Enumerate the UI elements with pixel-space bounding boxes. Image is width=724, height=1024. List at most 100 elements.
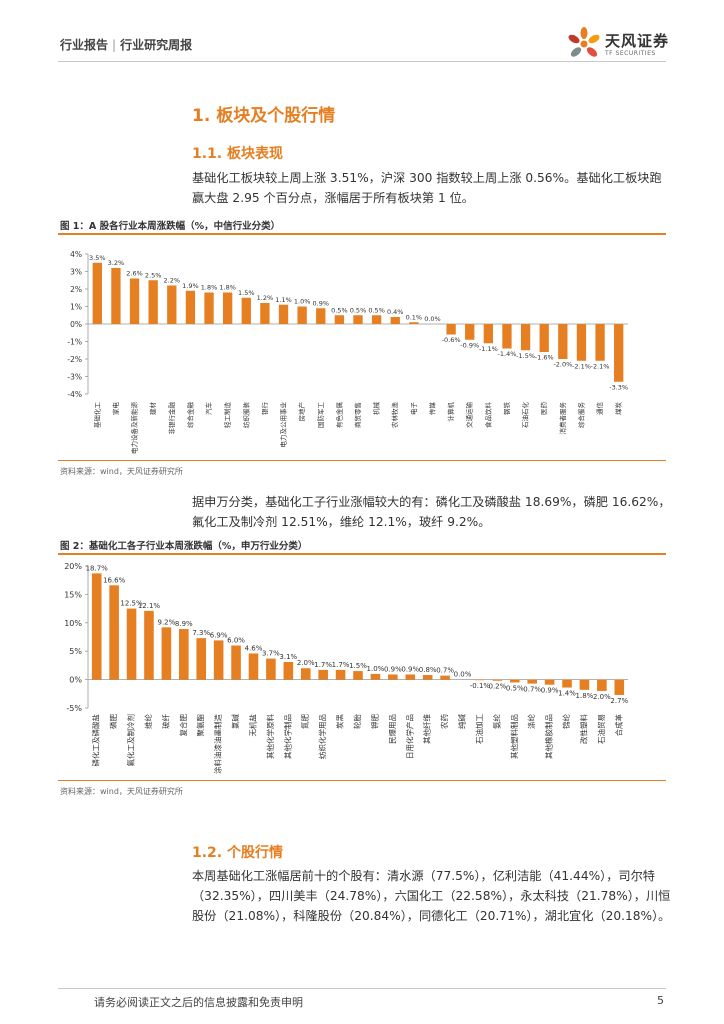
category-label: 有色金属 [334,402,343,428]
bar [223,292,233,324]
bar [278,304,289,324]
data-label: 2.6% [126,270,143,278]
figure1-title: 图 1：A 股各行业本周涨跌幅（%，中信行业分类） [60,221,281,232]
bar [405,674,416,680]
data-label: 1.1% [275,296,292,304]
bar [409,322,419,324]
category-label: 机械 [372,402,381,416]
data-label: 1.5% [349,662,367,670]
header-report-subtype: 行业研究周报 [120,38,193,52]
figure1-chart: 4% 3% 2% 1% 0% -1% -2% -3% -4% 3.5% 基础化工 3.2% 家电 2.6%… [67,250,628,455]
y-tick-label: 1% [70,303,82,312]
data-label: -2.1% [591,362,610,370]
bar [465,324,475,340]
category-label: 石油加工 [474,714,484,744]
figure2-chart: 20% 15% 10% 5% 0% -5% 18.7% 磷化工及磷酸盐 16.6% 磷肥 12.5%… [64,562,628,774]
data-label: 2.0% [593,693,611,701]
data-label: 1.5% [238,289,255,297]
category-label: 涤纶 [526,714,536,729]
category-label: 综合服务 [576,402,585,429]
bar [492,679,503,681]
bar [148,280,158,324]
category-label: 电力设备及新能源 [130,402,139,455]
category-label: 医药 [539,402,548,416]
bar [318,669,328,680]
category-label: 其他化学制品 [282,714,292,759]
data-label: -1.5% [516,352,535,360]
data-label: -0.6% [442,336,461,344]
category-label: 建材 [148,402,157,416]
header-separator: | [112,38,117,52]
y-tick-label: -3% [67,373,82,382]
subsection-title-stocks: 1.2. 个股行情 [192,845,283,861]
data-label: -2.0% [553,361,572,369]
category-label: 房地产 [297,402,306,422]
category-label: 钢铁 [502,402,511,416]
category-label: 食品饮料 [483,402,492,429]
data-label: 2.0% [297,659,315,667]
data-label: 0.0% [454,671,472,679]
data-label: 4.6% [245,644,263,652]
bar [614,679,625,695]
brand-logo: 天风证券 TF SECURITIES [565,26,675,62]
category-label: 轻工制造 [223,402,232,429]
figure2-title: 图 2：基础化工各子行业本周涨跌幅（%，申万行业分类） [60,541,308,552]
category-label: 消费者服务 [558,402,567,435]
category-label: 氨纶 [491,714,501,729]
data-label: 1.0% [367,665,385,673]
bar [316,308,326,324]
category-label: 汽车 [204,402,213,416]
category-label: 玻纤 [160,714,170,729]
data-label: 12.5% [120,600,143,608]
data-label: 0.8% [419,666,437,674]
header-report-type: 行业报告 [60,38,109,52]
bar [483,324,493,344]
y-tick-label: -4% [67,390,82,399]
category-label: 无机盐 [247,714,257,737]
category-label: 合成革 [613,714,623,737]
bar [370,673,381,680]
category-label: 炭黑 [336,714,345,729]
bar [390,317,400,324]
bar [283,661,294,680]
bar [92,262,102,324]
data-label: 1.8% [219,284,236,292]
bar [204,292,214,324]
data-label: 0.5% [506,684,524,692]
y-tick-label: 5% [69,647,82,656]
data-label: 8.9% [175,620,193,628]
bar [353,315,363,324]
bar [161,627,172,680]
flower-logo-icon [568,27,600,57]
category-label: 涂料油漆油墨制造 [213,714,223,774]
data-label: 0.9% [384,665,402,673]
data-label: 1.8% [576,692,594,700]
category-label: 维纶 [143,714,153,729]
category-label: 其他塑料制品 [509,714,519,759]
data-label: 1.8% [201,284,218,292]
bar [597,679,607,691]
category-label: 交通运输 [465,402,474,429]
figure1-bottom-rule [58,460,666,461]
bar [388,674,398,680]
y-tick-label: 0% [70,320,82,329]
category-label: 其他橡胶制品 [544,714,554,759]
footer-divider [58,988,666,989]
bar [129,278,140,324]
y-tick-label: -5% [66,704,82,713]
category-label: 传媒 [427,402,436,416]
data-label: 3.2% [108,259,125,267]
data-label: 3.5% [89,254,106,262]
bar [579,679,590,690]
bar [185,290,196,324]
category-label: 家电 [111,402,120,416]
category-label: 农药 [439,714,449,729]
paragraph-top-stocks: 本周基础化工涨幅居前十的个股有：清水源（77.5%），亿利洁能（41.44%），… [192,869,671,923]
y-tick-label: 0% [69,676,82,685]
category-label: 复合肥 [178,714,188,737]
y-tick-label: -2% [67,355,82,364]
data-label: -0.9% [460,341,479,349]
bar [544,679,555,685]
data-label: 1.0% [294,298,311,306]
figure1-source: 资料来源：wind，天风证券研究所 [60,467,183,476]
